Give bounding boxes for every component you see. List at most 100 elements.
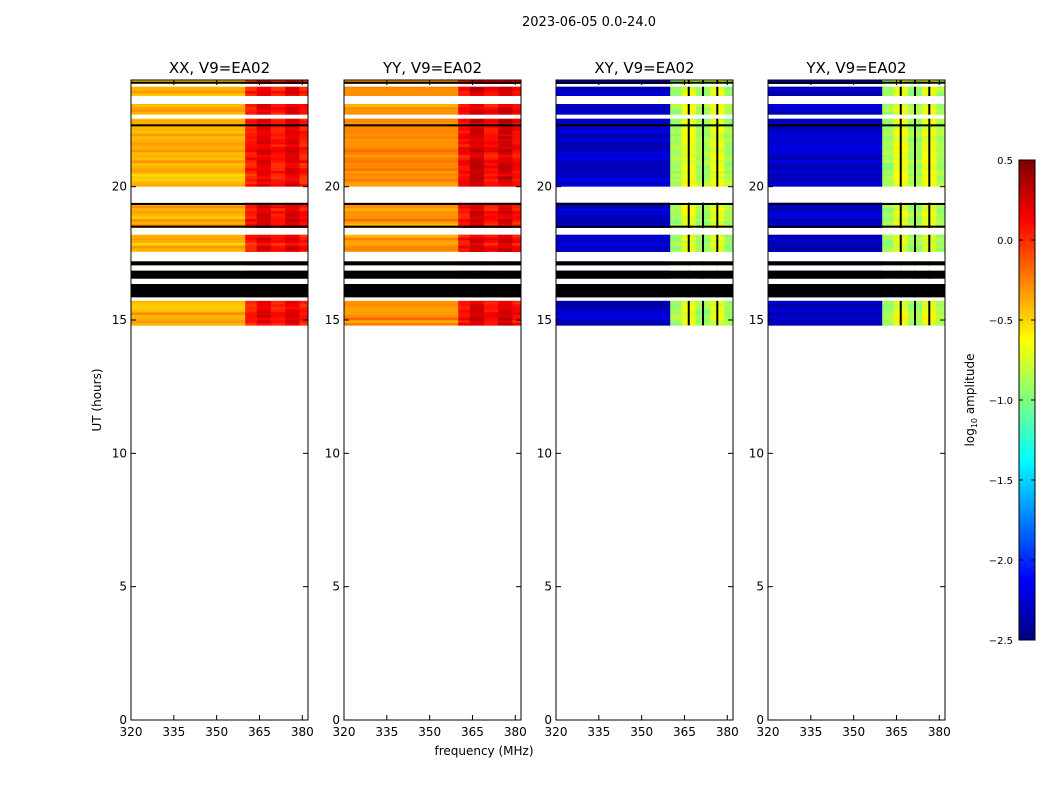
cell [131, 130, 246, 134]
cell [131, 138, 246, 142]
cell [299, 248, 308, 251]
cell [670, 216, 682, 219]
cell [556, 322, 671, 326]
cell [285, 90, 300, 94]
cell [245, 112, 257, 115]
cell [256, 88, 272, 91]
cell [936, 85, 945, 89]
cell [245, 240, 257, 243]
cell [469, 165, 485, 169]
cell [724, 168, 733, 171]
cell [936, 106, 945, 110]
cell [469, 141, 485, 145]
cell [458, 122, 470, 126]
cell [256, 152, 272, 155]
cell [458, 309, 470, 313]
cell [469, 312, 485, 315]
cell [344, 136, 459, 139]
cell [556, 152, 671, 155]
cell [285, 117, 300, 121]
missing-band [768, 114, 945, 119]
cell [936, 130, 945, 134]
cell [245, 133, 257, 137]
cell [483, 301, 499, 305]
cell [498, 178, 513, 182]
cell [483, 304, 499, 307]
cell [483, 178, 499, 182]
cell [768, 80, 883, 83]
cell [670, 208, 682, 211]
cell [131, 125, 246, 129]
cell [768, 306, 883, 310]
cell [882, 176, 894, 179]
cell [670, 304, 682, 307]
cell [882, 109, 894, 113]
cell [483, 120, 499, 123]
cell [245, 234, 257, 238]
cell [556, 306, 671, 310]
cell [556, 173, 671, 177]
cell [768, 125, 883, 129]
cell [344, 162, 459, 166]
cell [724, 112, 733, 115]
cell [285, 208, 300, 211]
cell [498, 136, 513, 139]
cell [882, 322, 894, 326]
missing-band [768, 84, 945, 87]
cell [245, 136, 257, 139]
x-axis-label: frequency (MHz) [434, 744, 533, 758]
cell [882, 168, 894, 171]
cell [285, 133, 300, 137]
cell [270, 168, 286, 171]
cell [299, 106, 308, 110]
cell [670, 146, 682, 150]
panel-frame [555, 79, 734, 721]
y-tick-label: 15 [537, 313, 552, 327]
cell [670, 144, 682, 147]
cell [285, 160, 300, 163]
cell [469, 213, 485, 217]
cell [936, 120, 945, 123]
cell [768, 141, 883, 145]
cell [285, 141, 300, 145]
cell [936, 165, 945, 169]
cell [469, 170, 485, 174]
cell [670, 165, 682, 169]
cell [882, 234, 894, 238]
missing-band [768, 265, 945, 271]
cell [131, 90, 246, 94]
cell [256, 144, 272, 147]
cell [882, 133, 894, 137]
cell [344, 184, 459, 187]
cell [344, 218, 459, 222]
cell [131, 109, 246, 113]
cell [299, 133, 308, 137]
cell [724, 128, 733, 131]
cell [256, 162, 272, 166]
cell [498, 133, 513, 137]
cell [556, 234, 671, 238]
cell [270, 301, 286, 305]
panel-frame [767, 79, 946, 721]
cell [724, 165, 733, 169]
panel-title: XY, V9=EA02 [594, 59, 694, 77]
cell [512, 317, 521, 321]
cell [270, 170, 286, 174]
cell [469, 317, 485, 321]
cell [299, 80, 308, 83]
cell [285, 165, 300, 169]
cell [882, 160, 894, 163]
cell [882, 306, 894, 310]
panel-title: YY, V9=EA02 [382, 59, 482, 77]
cell [458, 90, 470, 94]
cell [469, 128, 485, 131]
cell [768, 85, 883, 89]
cell [245, 208, 257, 211]
cell [670, 237, 682, 241]
cell [458, 208, 470, 211]
cell [512, 133, 521, 137]
cell [512, 90, 521, 94]
cell [469, 221, 485, 225]
cell [483, 154, 499, 158]
cell [670, 245, 682, 249]
